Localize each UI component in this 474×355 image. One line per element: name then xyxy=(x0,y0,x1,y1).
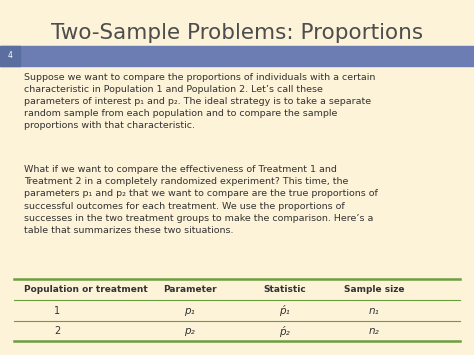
Text: What if we want to compare the effectiveness of Treatment 1 and
Treatment 2 in a: What if we want to compare the effective… xyxy=(24,165,378,235)
Text: Population or treatment: Population or treatment xyxy=(24,285,147,294)
Text: 4: 4 xyxy=(8,51,12,60)
Text: Statistic: Statistic xyxy=(263,285,306,294)
Text: ṕ₂: ṕ₂ xyxy=(279,326,290,337)
Text: 2: 2 xyxy=(54,326,60,336)
Text: Suppose we want to compare the proportions of individuals with a certain
charact: Suppose we want to compare the proportio… xyxy=(24,73,375,130)
Text: ṕ₁: ṕ₁ xyxy=(279,305,290,316)
Text: p₁: p₁ xyxy=(184,306,195,316)
Text: n₂: n₂ xyxy=(369,326,380,336)
Text: Two-Sample Problems: Proportions: Two-Sample Problems: Proportions xyxy=(51,23,423,43)
Text: Sample size: Sample size xyxy=(344,285,405,294)
Text: p₂: p₂ xyxy=(184,326,195,336)
Text: 1: 1 xyxy=(54,306,60,316)
Text: n₁: n₁ xyxy=(369,306,380,316)
Text: Parameter: Parameter xyxy=(163,285,217,294)
